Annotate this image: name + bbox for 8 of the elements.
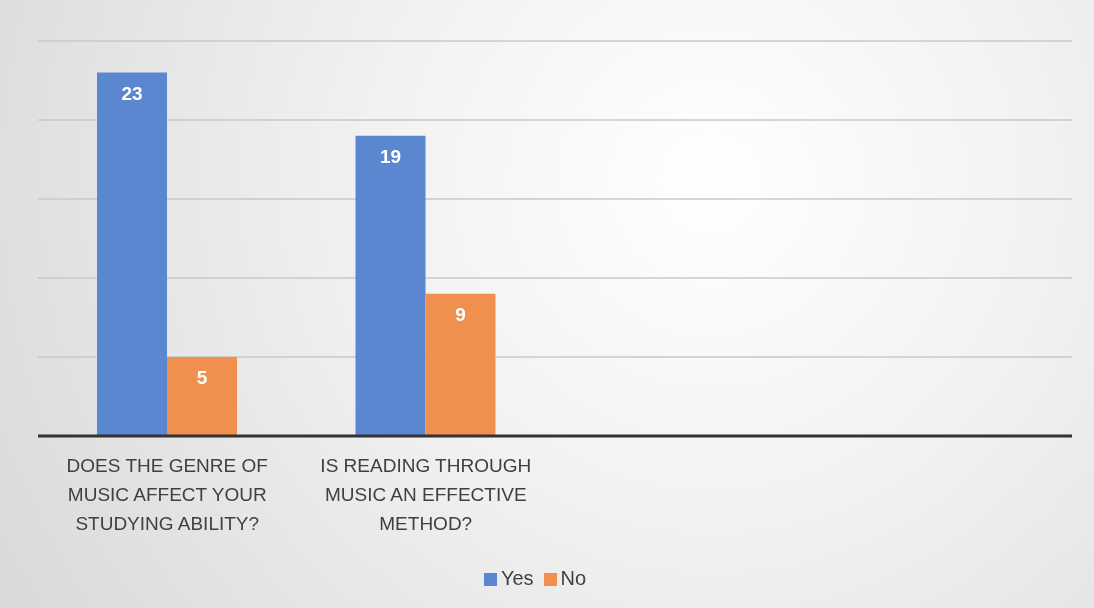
x-tick-label: IS READING THROUGH MUSIC AN EFFECTIVE METHOD? bbox=[320, 455, 532, 534]
data-label: 23 bbox=[121, 83, 143, 105]
data-label: 5 bbox=[196, 367, 208, 389]
data-label: 9 bbox=[455, 304, 466, 326]
x-tick-label: DOES THE GENRE OF MUSIC AFFECT YOUR STUDYING ABILITY? bbox=[66, 455, 268, 534]
legend-label: No bbox=[560, 567, 587, 589]
legend-label: Yes bbox=[500, 567, 534, 589]
data-label: 19 bbox=[379, 146, 402, 168]
